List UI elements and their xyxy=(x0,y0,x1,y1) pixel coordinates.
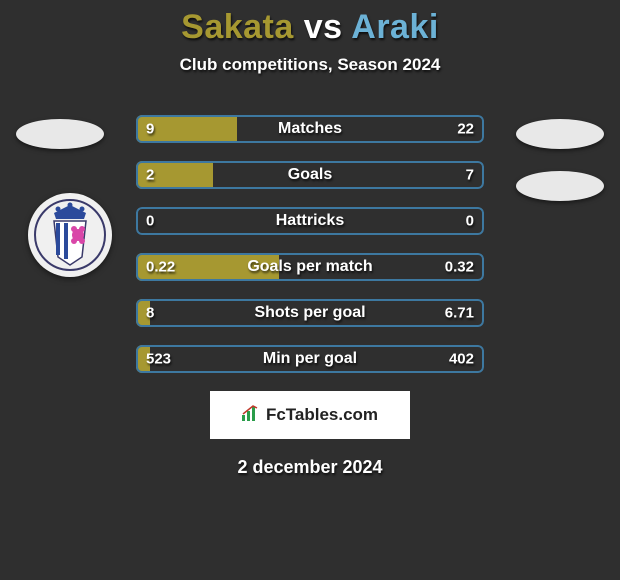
bar-row: Min per goal523402 xyxy=(136,345,484,373)
bar-left-fill xyxy=(136,345,150,373)
page-title: Sakata vs Araki xyxy=(0,8,620,47)
date-text: 2 december 2024 xyxy=(0,457,620,478)
comparison-card: Sakata vs Araki Club competitions, Seaso… xyxy=(0,0,620,580)
team-logo-right-1 xyxy=(516,119,604,149)
bar-bg xyxy=(136,299,484,327)
bar-left-fill xyxy=(136,253,279,281)
bar-right-fill xyxy=(150,299,484,327)
bar-row: Hattricks00 xyxy=(136,207,484,235)
bar-left-fill xyxy=(136,161,213,189)
team-logo-right-2 xyxy=(516,171,604,201)
title-vs: vs xyxy=(304,8,343,46)
bar-right-fill xyxy=(136,207,484,235)
bar-right-fill xyxy=(237,115,484,143)
bar-left-fill xyxy=(136,299,150,327)
bar-right-fill xyxy=(150,345,484,373)
bar-bg xyxy=(136,161,484,189)
bar-row: Shots per goal86.71 xyxy=(136,299,484,327)
bars-container: Matches922 Goals27 Hattricks00 Goals per ma… xyxy=(136,115,484,373)
brand-box[interactable]: FcTables.com xyxy=(210,391,410,439)
brand-chart-icon xyxy=(242,405,260,426)
stats-area: Matches922 Goals27 Hattricks00 Goals per ma… xyxy=(0,115,620,373)
team-logo-left xyxy=(16,119,104,149)
bar-right-fill xyxy=(213,161,484,189)
subtitle: Club competitions, Season 2024 xyxy=(0,55,620,75)
bar-bg xyxy=(136,253,484,281)
bar-right-fill xyxy=(279,253,484,281)
club-badge-svg xyxy=(34,199,106,271)
club-badge xyxy=(28,193,112,277)
bar-row: Matches922 xyxy=(136,115,484,143)
bar-row: Goals per match0.220.32 xyxy=(136,253,484,281)
bar-bg xyxy=(136,207,484,235)
bar-row: Goals27 xyxy=(136,161,484,189)
brand-text: FcTables.com xyxy=(266,405,378,425)
bar-left-fill xyxy=(136,115,237,143)
title-player2: Araki xyxy=(351,8,439,46)
bar-bg xyxy=(136,115,484,143)
title-player1: Sakata xyxy=(181,8,294,46)
bar-bg xyxy=(136,345,484,373)
